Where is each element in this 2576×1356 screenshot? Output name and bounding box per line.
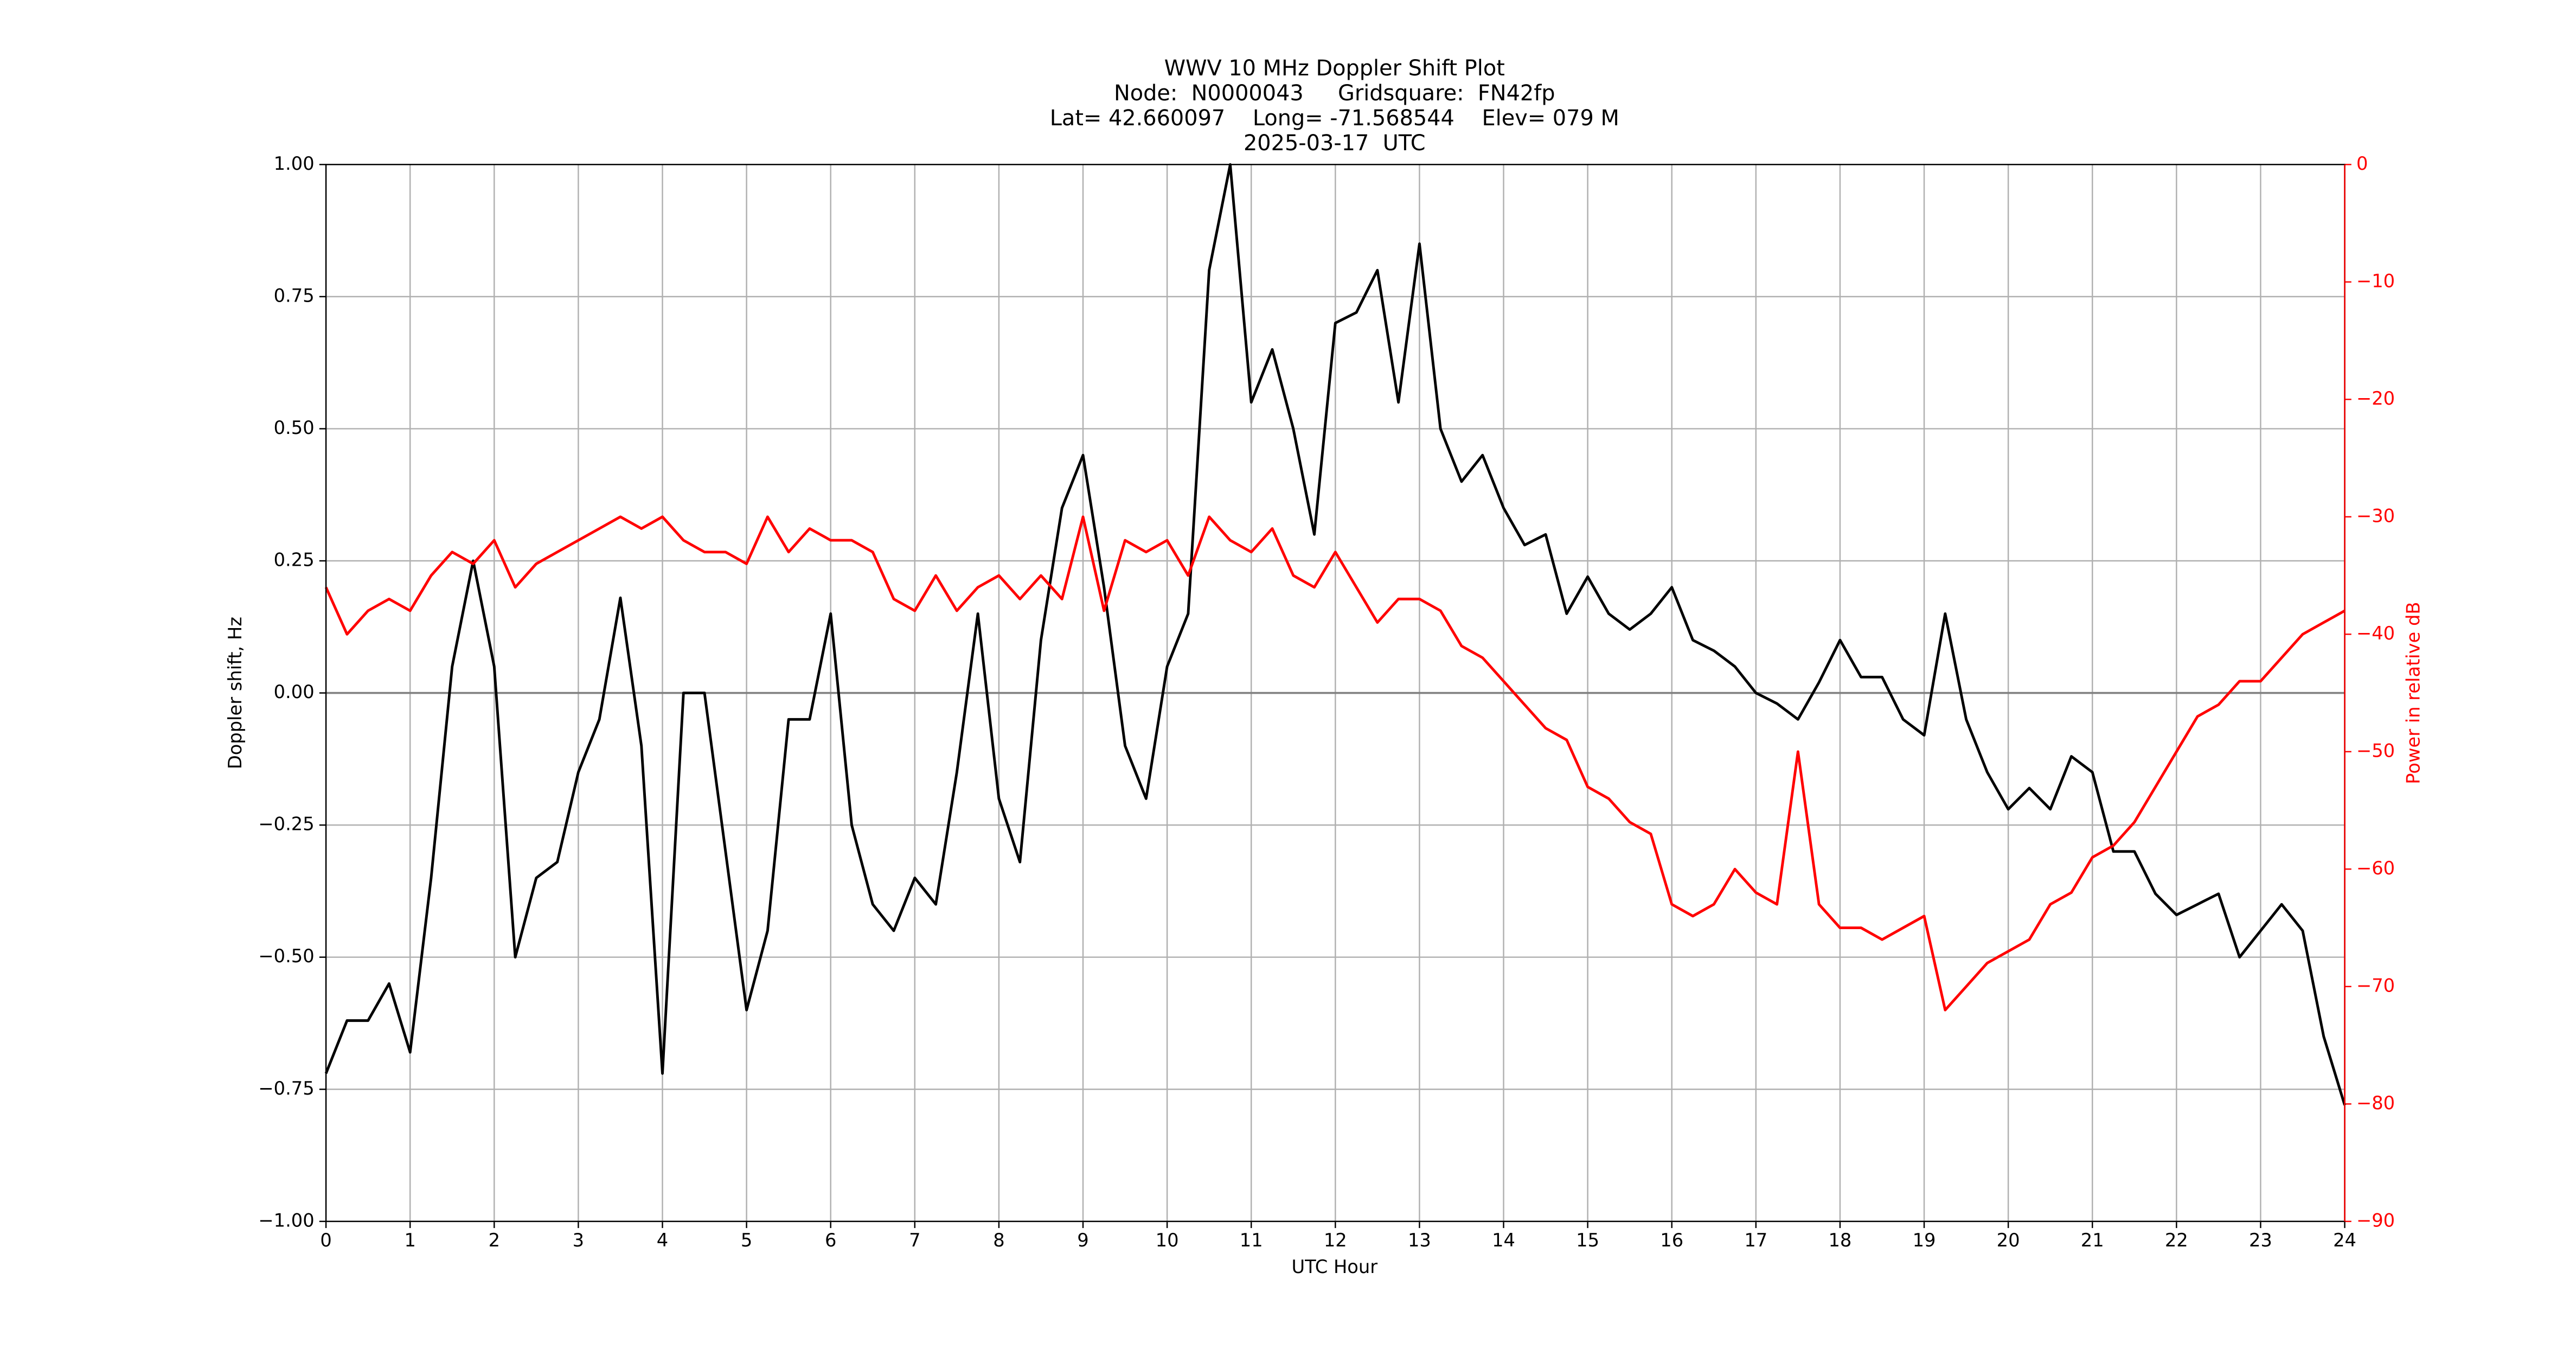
series-line (324, 163, 2346, 1106)
x-axis-label: UTC Hour (1291, 1256, 1377, 1277)
x-tick-label: 5 (741, 1230, 752, 1251)
y2-axis-label: Power in relative dB (2403, 602, 2424, 784)
x-tick-label: 11 (1240, 1230, 1263, 1251)
y-tick-label: −1.00 (258, 1210, 314, 1231)
y2-tick-label: −60 (2356, 858, 2395, 879)
y-tick-label: −0.25 (258, 814, 314, 835)
x-tick-label: 18 (1828, 1230, 1851, 1251)
y-tick-label: 0.00 (274, 681, 315, 702)
x-tick-label: 3 (573, 1230, 584, 1251)
chart-title: WWV 10 MHz Doppler Shift Plot (1164, 56, 1505, 81)
y2-tick-label: −90 (2356, 1210, 2395, 1231)
x-tick-label: 0 (320, 1230, 331, 1251)
x-tick-label: 7 (909, 1230, 920, 1251)
y-tick-label: 0.50 (274, 417, 315, 438)
y2-tick-label: −40 (2356, 623, 2395, 644)
x-tick-label: 12 (1324, 1230, 1347, 1251)
x-tick-label: 15 (1576, 1230, 1599, 1251)
x-tick-label: 22 (2165, 1230, 2188, 1251)
x-tick-label: 23 (2249, 1230, 2272, 1251)
x-tick-label: 16 (1660, 1230, 1683, 1251)
x-tick-label: 19 (1913, 1230, 1936, 1251)
x-tick-label: 13 (1408, 1230, 1431, 1251)
chart-title: Lat= 42.660097 Long= -71.568544 Elev= 07… (1050, 106, 1619, 131)
y-axis-label: Doppler shift, Hz (225, 617, 246, 769)
chart-title: 2025-03-17 UTC (1244, 131, 1426, 156)
y-tick-label: 0.25 (274, 549, 315, 571)
y2-tick-label: −70 (2356, 975, 2395, 996)
x-tick-label: 8 (993, 1230, 1004, 1251)
y-tick-label: −0.75 (258, 1078, 314, 1099)
x-tick-label: 24 (2333, 1230, 2356, 1251)
x-tick-label: 2 (489, 1230, 500, 1251)
x-tick-label: 9 (1077, 1230, 1088, 1251)
y2-tick-label: −50 (2356, 740, 2395, 761)
y-tick-label: −0.50 (258, 945, 314, 967)
y-tick-label: 1.00 (274, 153, 315, 174)
y2-tick-label: −10 (2356, 270, 2395, 291)
x-tick-label: 10 (1156, 1230, 1179, 1251)
x-tick-label: 17 (1744, 1230, 1767, 1251)
y2-tick-label: −30 (2356, 505, 2395, 526)
y2-tick-label: −20 (2356, 388, 2395, 409)
series-line (324, 515, 2346, 1012)
x-tick-label: 1 (404, 1230, 415, 1251)
x-tick-label: 20 (1997, 1230, 2020, 1251)
x-tick-label: 14 (1492, 1230, 1515, 1251)
x-tick-label: 4 (657, 1230, 668, 1251)
y2-tick-label: 0 (2356, 153, 2368, 174)
chart-title: Node: N0000043 Gridsquare: FN42fp (1114, 81, 1555, 106)
x-tick-label: 6 (825, 1230, 836, 1251)
y-tick-label: 0.75 (274, 285, 315, 306)
x-tick-label: 21 (2081, 1230, 2104, 1251)
y2-tick-label: −80 (2356, 1092, 2395, 1114)
